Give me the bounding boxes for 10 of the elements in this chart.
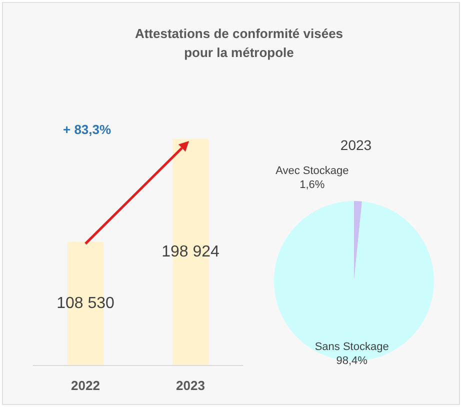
x-tick-label: 2022 bbox=[71, 378, 100, 393]
chart-title: Attestations de conformité visées pour la métropole bbox=[134, 26, 344, 60]
data-label: 108 530 bbox=[56, 294, 115, 312]
data-label: 1,6% bbox=[300, 179, 325, 192]
chart-title: 2023 bbox=[340, 137, 372, 153]
text: + 83,3% bbox=[63, 122, 112, 137]
data-label: 198 924 bbox=[162, 244, 220, 260]
slice-label: Avec Stockage bbox=[276, 165, 349, 178]
data-label: 98,4% bbox=[336, 354, 368, 367]
slice-label: Sans Stockage bbox=[314, 340, 389, 353]
